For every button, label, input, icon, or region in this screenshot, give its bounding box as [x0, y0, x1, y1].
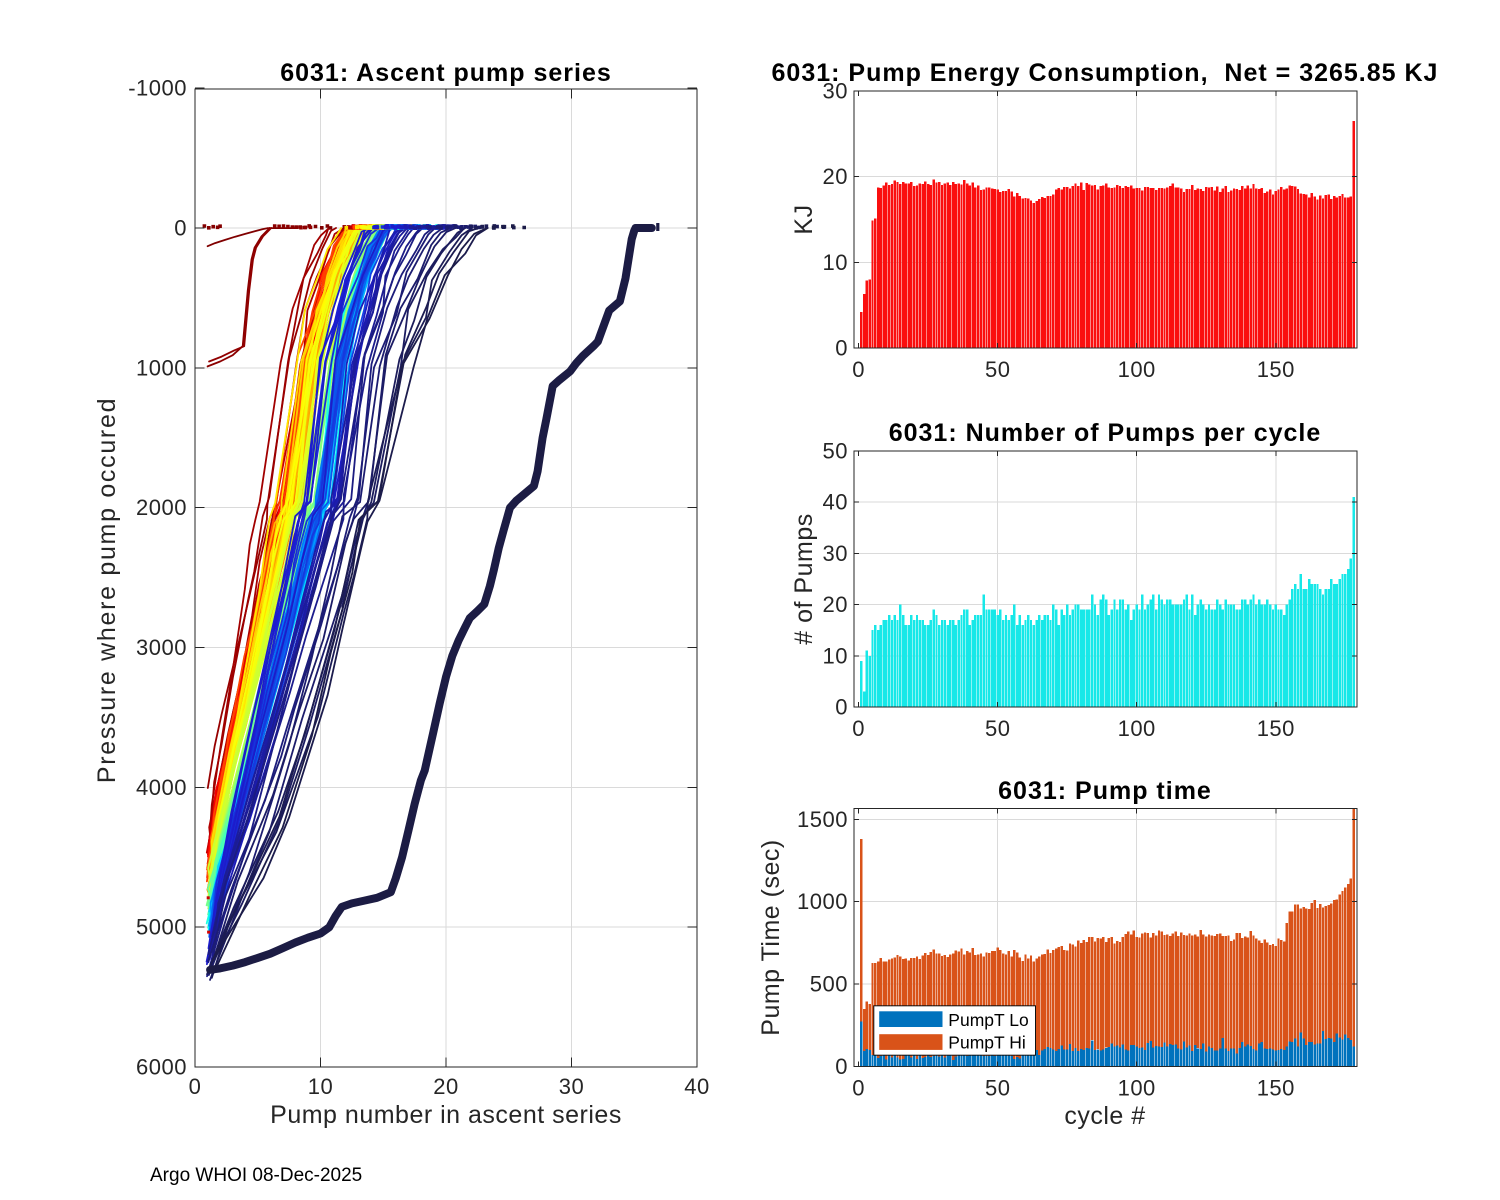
svg-text:30: 30: [559, 1074, 584, 1099]
svg-text:10: 10: [308, 1074, 333, 1099]
svg-text:100: 100: [1118, 716, 1156, 741]
svg-text:0: 0: [852, 357, 865, 382]
svg-text:40: 40: [823, 490, 848, 515]
svg-text:0: 0: [835, 1054, 848, 1079]
svg-text:20: 20: [823, 592, 848, 617]
svg-text:Pressure where pump occured: Pressure where pump occured: [93, 397, 121, 783]
svg-text:# of Pumps: # of Pumps: [790, 513, 818, 644]
svg-text:0: 0: [835, 695, 848, 720]
svg-text:6031: Number of Pumps per cycl: 6031: Number of Pumps per cycle: [889, 419, 1322, 447]
svg-text:20: 20: [823, 164, 848, 189]
svg-text:0: 0: [189, 1074, 202, 1099]
svg-text:cycle #: cycle #: [1064, 1102, 1145, 1130]
svg-text:50: 50: [823, 439, 848, 464]
svg-text:6031: Pump time: 6031: Pump time: [998, 777, 1212, 805]
svg-text:500: 500: [810, 972, 848, 997]
svg-text:Argo WHOI 08-Dec-2025: Argo WHOI 08-Dec-2025: [150, 1165, 362, 1186]
svg-text:50: 50: [985, 1076, 1010, 1101]
svg-text:KJ: KJ: [790, 204, 818, 234]
svg-text:150: 150: [1257, 1076, 1295, 1101]
svg-text:0: 0: [174, 216, 187, 241]
svg-text:1000: 1000: [136, 355, 187, 380]
svg-text:1500: 1500: [797, 807, 848, 832]
svg-text:150: 150: [1257, 716, 1295, 741]
svg-text:5000: 5000: [136, 915, 187, 940]
svg-text:0: 0: [835, 336, 848, 361]
svg-text:10: 10: [823, 643, 848, 668]
svg-text:1000: 1000: [797, 889, 848, 914]
svg-text:6000: 6000: [136, 1055, 187, 1080]
svg-text:40: 40: [684, 1074, 709, 1099]
svg-text:10: 10: [823, 250, 848, 275]
svg-text:0: 0: [852, 716, 865, 741]
svg-text:PumpT Hi: PumpT Hi: [948, 1033, 1025, 1053]
svg-text:50: 50: [985, 716, 1010, 741]
svg-text:20: 20: [433, 1074, 458, 1099]
svg-text:0: 0: [852, 1076, 865, 1101]
svg-text:50: 50: [985, 357, 1010, 382]
svg-text:Pump Time (sec): Pump Time (sec): [757, 839, 785, 1035]
svg-text:4000: 4000: [136, 775, 187, 800]
svg-text:2000: 2000: [136, 495, 187, 520]
svg-text:30: 30: [823, 79, 848, 104]
svg-text:100: 100: [1118, 357, 1156, 382]
svg-text:Pump number in ascent series: Pump number in ascent series: [270, 1101, 622, 1129]
svg-text:6031: Ascent pump series: 6031: Ascent pump series: [280, 59, 612, 87]
svg-text:PumpT Lo: PumpT Lo: [948, 1010, 1028, 1030]
svg-text:-1000: -1000: [128, 76, 187, 101]
svg-text:6031: Pump Energy Consumption,: 6031: Pump Energy Consumption, Net = 326…: [772, 59, 1439, 87]
svg-text:100: 100: [1118, 1076, 1156, 1101]
svg-text:150: 150: [1257, 357, 1295, 382]
svg-text:30: 30: [823, 541, 848, 566]
svg-text:3000: 3000: [136, 635, 187, 660]
